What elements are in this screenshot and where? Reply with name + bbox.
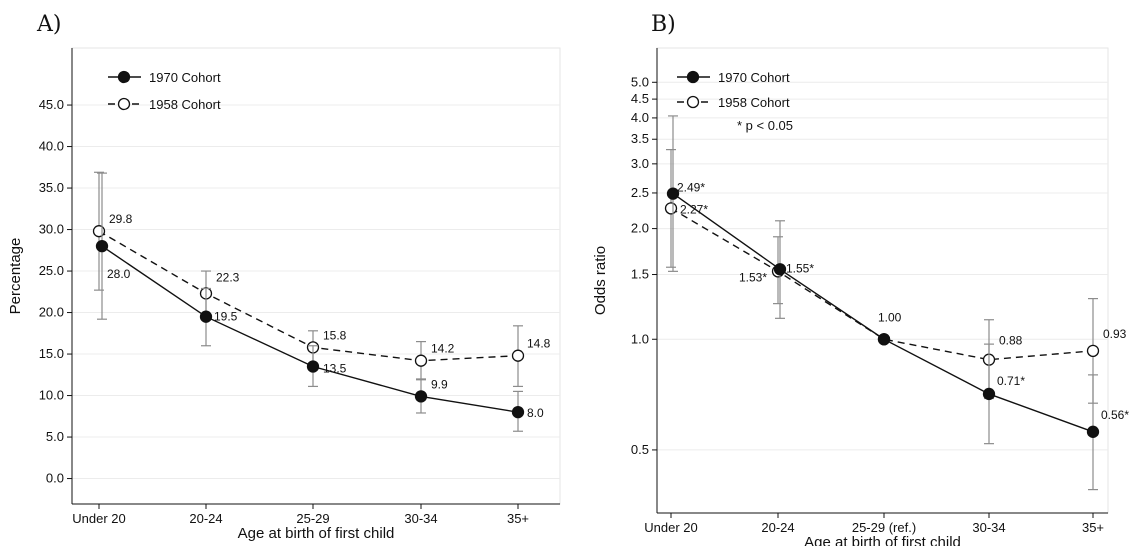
- panel-b-y-axis-title: Odds ratio: [592, 246, 609, 315]
- panel-a-legend-label-1958: 1958 Cohort: [149, 97, 221, 112]
- panel-a-legend-marker-1970: [117, 70, 131, 84]
- panel-b-x-tick-label: 30-34: [972, 520, 1005, 535]
- panel-b-data-label: 1.55*: [786, 261, 814, 275]
- panel-a-data-label: 14.2: [431, 342, 455, 356]
- panel-a-point-1970: [306, 360, 320, 373]
- panel-b-y-tick-label: 3.0: [631, 156, 649, 171]
- panel-b-label: B): [651, 12, 676, 37]
- panel-a-y-tick-label: 30.0: [39, 222, 64, 237]
- panel-a-x-axis-title: Age at birth of first child: [238, 525, 395, 542]
- panel-a-legend-marker-1958: [117, 97, 131, 111]
- panel-b-legend-label-1970: 1970 Cohort: [718, 70, 790, 85]
- panel-a-point-1958: [92, 225, 106, 238]
- panel-a-label: A): [37, 12, 62, 37]
- panel-a-point-1970: [199, 310, 213, 323]
- panel-b-y-tick-label: 4.0: [631, 110, 649, 125]
- panel-b-y-tick-label: 0.5: [631, 442, 649, 457]
- panel-a-data-label: 19.5: [214, 310, 238, 324]
- panel-b-x-tick-label: 35+: [1082, 520, 1104, 535]
- panel-a-x-tick-label: 20-24: [189, 511, 222, 526]
- panel-b-y-tick-label: 4.5: [631, 91, 649, 106]
- panel-a-data-label: 22.3: [216, 270, 240, 284]
- panel-b-y-tick-label: 3.5: [631, 131, 649, 146]
- panel-a-data-label: 15.8: [323, 328, 347, 342]
- panel-b-significance-note: * p < 0.05: [737, 118, 793, 133]
- panel-b-data-label: 1.00: [878, 310, 902, 324]
- panel-a-point-1970: [511, 405, 525, 419]
- panel-a-y-tick-label: 35.0: [39, 180, 64, 195]
- panel-a-x-tick-label: 35+: [507, 511, 529, 526]
- panel-a-y-tick-label: 15.0: [39, 346, 64, 361]
- panel-b-data-label: 0.93: [1103, 327, 1127, 341]
- panel-b-y-tick-label: 2.0: [631, 221, 649, 236]
- panel-a-y-axis-title: Percentage: [7, 238, 24, 315]
- panel-b-point-1970: [666, 187, 680, 200]
- panel-b-point-1970: [982, 387, 996, 401]
- panel-b-data-label: 0.56*: [1101, 408, 1129, 422]
- panel-a-data-label: 28.0: [107, 267, 131, 281]
- panel-b-y-tick-label: 1.5: [631, 267, 649, 282]
- panel-b-y-tick-label: 2.5: [631, 185, 649, 200]
- panel-b-legend-marker-1958: [686, 95, 700, 109]
- panel-a-data-label: 13.5: [323, 362, 347, 376]
- panel-b-x-tick-label: 25-29 (ref.): [852, 520, 916, 535]
- panel-b-legend-marker-1970: [686, 70, 700, 84]
- panel-a-point-1958: [511, 349, 525, 362]
- panel-b-data-label: 0.88: [999, 334, 1023, 348]
- panel-b-y-tick-label: 5.0: [631, 74, 649, 89]
- panel-a-data-label: 9.9: [431, 377, 448, 391]
- panel-b-legend-label-1958: 1958 Cohort: [718, 95, 790, 110]
- panel-b-point-1958: [1086, 344, 1100, 357]
- panel-a-point-1970: [95, 239, 109, 253]
- panel-b-x-tick-label: Under 20: [644, 520, 697, 535]
- panel-a-plot-frame: [71, 47, 561, 505]
- panel-b-x-tick-label: 20-24: [761, 520, 794, 535]
- panel-a-legend-label-1970: 1970 Cohort: [149, 70, 221, 85]
- panel-b-plot-frame: [656, 47, 1109, 514]
- panel-a-y-tick-label: 0.0: [46, 471, 64, 486]
- panel-b-y-tick-label: 1.0: [631, 331, 649, 346]
- panel-b-data-label: 1.53*: [739, 270, 767, 284]
- panel-b-point-1970: [877, 333, 891, 346]
- panel-a-x-tick-label: 30-34: [404, 511, 437, 526]
- panel-a-data-label: 8.0: [527, 406, 544, 420]
- panel-b-point-1958: [664, 202, 678, 215]
- panel-a-x-tick-label: 25-29: [296, 511, 329, 526]
- panel-a-y-tick-label: 25.0: [39, 263, 64, 278]
- panel-a-data-label: 29.8: [109, 212, 133, 226]
- panel-b-data-label: 0.71*: [997, 374, 1025, 388]
- panel-b-point-1970: [773, 263, 787, 276]
- panel-b-data-label: 2.49*: [677, 181, 705, 195]
- panel-a-x-tick-label: Under 20: [72, 511, 125, 526]
- panel-a-y-tick-label: 20.0: [39, 305, 64, 320]
- panel-b-x-axis-title: Age at birth of first child: [804, 534, 961, 546]
- panel-b-point-1970: [1086, 425, 1100, 438]
- panel-a-point-1970: [414, 390, 428, 403]
- panel-a-y-tick-label: 10.0: [39, 388, 64, 403]
- panel-a-y-tick-label: 40.0: [39, 139, 64, 154]
- panel-a-y-tick-label: 45.0: [39, 97, 64, 112]
- panel-a-data-label: 14.8: [527, 337, 551, 351]
- panel-a-y-tick-label: 5.0: [46, 429, 64, 444]
- panel-a-point-1958: [414, 354, 428, 367]
